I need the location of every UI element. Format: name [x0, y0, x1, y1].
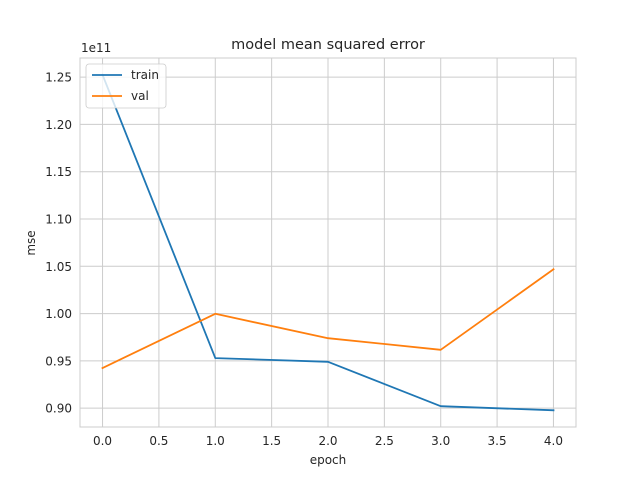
y-tick-label: 1.10	[45, 212, 72, 226]
legend: train val	[85, 63, 167, 109]
x-tick-label: 3.5	[488, 434, 507, 448]
y-tick-label: 1.15	[45, 165, 72, 179]
y-tick-label: 0.95	[45, 354, 72, 368]
plot-frame	[79, 57, 577, 428]
series-line-val	[101, 268, 555, 370]
x-tick-label: 1.0	[206, 434, 225, 448]
x-axis: 0.0 0.5 1.0 1.5 2.0 2.5 3.0 3.5 4.0	[93, 434, 563, 448]
y-tick-label: 1.00	[45, 307, 72, 321]
x-tick-label: 2.0	[318, 434, 337, 448]
y-tick-label: 1.20	[45, 118, 72, 132]
x-axis-label: epoch	[310, 453, 347, 467]
x-tick-label: 2.5	[375, 434, 394, 448]
series-line-train	[101, 73, 555, 412]
legend-label-val: val	[131, 89, 149, 103]
legend-label-train: train	[131, 68, 159, 82]
y-tick-label: 0.90	[45, 402, 72, 416]
y-axis-label: mse	[24, 230, 38, 255]
x-tick-label: 0.0	[93, 434, 112, 448]
grid	[80, 58, 576, 427]
y-offset-label: 1e11	[81, 41, 111, 55]
chart-title: model mean squared error	[231, 37, 425, 53]
y-tick-label: 1.05	[45, 260, 72, 274]
x-tick-label: 0.5	[149, 434, 168, 448]
y-tick-label: 1.25	[45, 71, 72, 85]
x-tick-label: 1.5	[262, 434, 281, 448]
x-tick-label: 3.0	[431, 434, 450, 448]
series-group	[101, 73, 555, 412]
y-axis: 0.90 0.95 1.00 1.05 1.10 1.15 1.20 1.25	[45, 71, 72, 416]
x-tick-label: 4.0	[544, 434, 563, 448]
